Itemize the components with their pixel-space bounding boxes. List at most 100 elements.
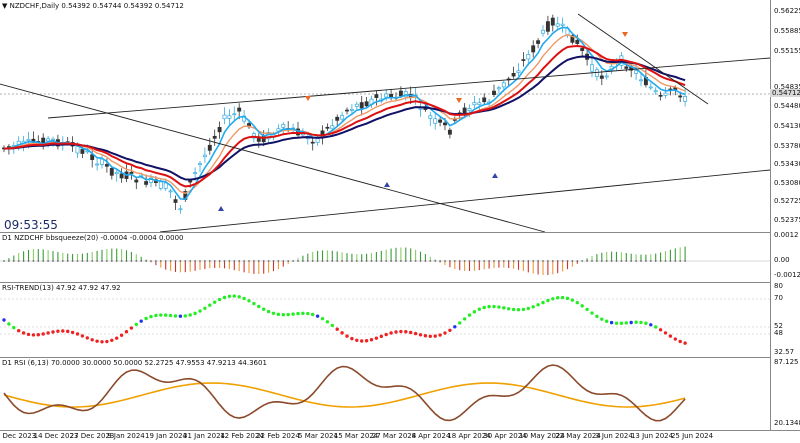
rsi-trend-pane[interactable]: RSI-TREND(13) 47.92 47.92 47.92 <box>0 282 770 358</box>
squeeze-dot <box>22 260 25 262</box>
squeeze-dot <box>493 260 495 262</box>
candle-body <box>472 102 477 106</box>
candle-body <box>678 95 683 98</box>
rsi-trend-dot <box>203 306 207 310</box>
channel-lower-line <box>159 169 770 232</box>
symbol-info: NZDCHF,Daily 0.54392 0.54744 0.54392 0.5… <box>9 2 184 10</box>
rsi-trend-dot <box>556 296 560 300</box>
rsi-chart[interactable] <box>0 357 770 430</box>
candle-body <box>521 59 526 61</box>
rsi-trend-dot <box>399 329 403 334</box>
squeeze-dot <box>679 260 682 262</box>
rsi-trend-dot <box>649 323 653 327</box>
triangle-down-icon[interactable]: ▼ <box>2 2 8 10</box>
rsi-trend-dot <box>492 304 496 309</box>
indicator-tick-label: 70 <box>774 294 783 302</box>
squeeze-dot <box>684 260 686 262</box>
candle-body <box>516 70 521 73</box>
candle-body <box>212 135 217 139</box>
price-pane[interactable]: ▼ NZDCHF,Daily 0.54392 0.54744 0.54392 0… <box>0 0 770 233</box>
squeeze-dot <box>463 260 466 262</box>
squeeze-dot <box>3 260 5 262</box>
squeeze-dot <box>571 260 574 262</box>
candle-body <box>104 164 109 167</box>
indicator-tick-label: 52 <box>774 322 783 330</box>
squeeze-dot <box>414 260 417 262</box>
rsi-trend-dot <box>208 303 212 307</box>
squeeze-dot <box>635 260 637 262</box>
price-chart[interactable] <box>0 0 770 232</box>
candle-body <box>188 180 193 183</box>
squeeze-dot <box>600 260 603 262</box>
candle-body <box>168 190 173 193</box>
squeeze-dot <box>17 260 20 262</box>
candle-body <box>438 119 443 123</box>
rsi-trend-dot <box>600 317 604 321</box>
rsi-trend-dot <box>217 297 222 302</box>
rsi-trend-dot <box>654 325 658 329</box>
squeeze-dot <box>351 260 353 262</box>
channel-upper-line <box>47 57 770 119</box>
squeeze-pane[interactable]: D1 NZDCHF bbsqueeze(20) -0.0004 -0.0004 … <box>0 232 770 283</box>
rsi-trend-chart[interactable] <box>0 282 770 357</box>
squeeze-dot <box>47 260 49 262</box>
date-tick-label: 25 Jun 2024 <box>670 432 714 440</box>
date-tick-label: 10 May 2024 <box>519 432 565 440</box>
rsi-trend-dot <box>247 299 251 303</box>
candle-body <box>545 21 550 32</box>
squeeze-dot <box>649 260 652 262</box>
candle-body <box>75 146 80 154</box>
rsi-main-line <box>3 364 686 422</box>
squeeze-dot <box>630 260 633 262</box>
squeeze-dot <box>654 260 657 262</box>
squeeze-dot <box>424 260 427 262</box>
squeeze-dot <box>7 260 10 262</box>
squeeze-dot <box>282 260 285 262</box>
squeeze-dot <box>615 260 618 262</box>
squeeze-dot <box>179 260 182 262</box>
squeeze-dot <box>115 260 118 262</box>
rsi-trend-label: RSI-TREND(13) 47.92 47.92 47.92 <box>2 284 121 292</box>
indicator-tick-label: 0.0012 <box>774 231 799 239</box>
date-tick-label: 19 Jan 2024 <box>145 432 187 440</box>
rsi-trend-dot <box>281 313 285 317</box>
candle-body <box>389 93 394 98</box>
price-tick-label: 0.52375 <box>774 216 800 224</box>
candle-body <box>163 182 168 189</box>
squeeze-dot <box>81 260 84 262</box>
squeeze-dot <box>76 260 79 262</box>
candle-body <box>232 113 237 116</box>
candle-body <box>129 171 134 174</box>
rsi-trend-dot <box>119 333 124 337</box>
candle-body <box>217 127 222 133</box>
candle-body <box>144 181 149 185</box>
squeeze-dot <box>380 260 383 262</box>
date-tick-label: 3 Jun 2024 <box>595 432 633 440</box>
squeeze-dot <box>507 260 510 262</box>
trend-line-down <box>0 83 546 232</box>
rsi-trend-dot <box>536 303 540 307</box>
price-tick-label: 0.55155 <box>774 47 800 55</box>
price-axis[interactable] <box>770 0 800 430</box>
squeeze-dot <box>71 260 74 262</box>
squeeze-dot <box>517 260 520 262</box>
candle-body <box>310 141 315 144</box>
rsi-trend-dot <box>551 297 555 301</box>
rsi-trend-dot <box>159 313 163 317</box>
squeeze-dot <box>346 260 348 262</box>
candle-body <box>173 199 178 203</box>
rsi-trend-dot <box>413 331 418 336</box>
squeeze-dot <box>155 260 157 262</box>
squeeze-dot <box>96 260 98 262</box>
squeeze-dot <box>248 260 250 262</box>
rsi-pane[interactable]: D1 RSI (6,13) 70.0000 30.0000 50.0000 52… <box>0 357 770 431</box>
squeeze-dot <box>610 260 613 262</box>
squeeze-dot <box>532 260 535 262</box>
squeeze-chart[interactable] <box>0 232 770 282</box>
candle-body <box>281 124 286 128</box>
rsi-trend-dot <box>110 338 114 342</box>
date-tick-label: 12 Feb 2024 <box>220 432 264 440</box>
